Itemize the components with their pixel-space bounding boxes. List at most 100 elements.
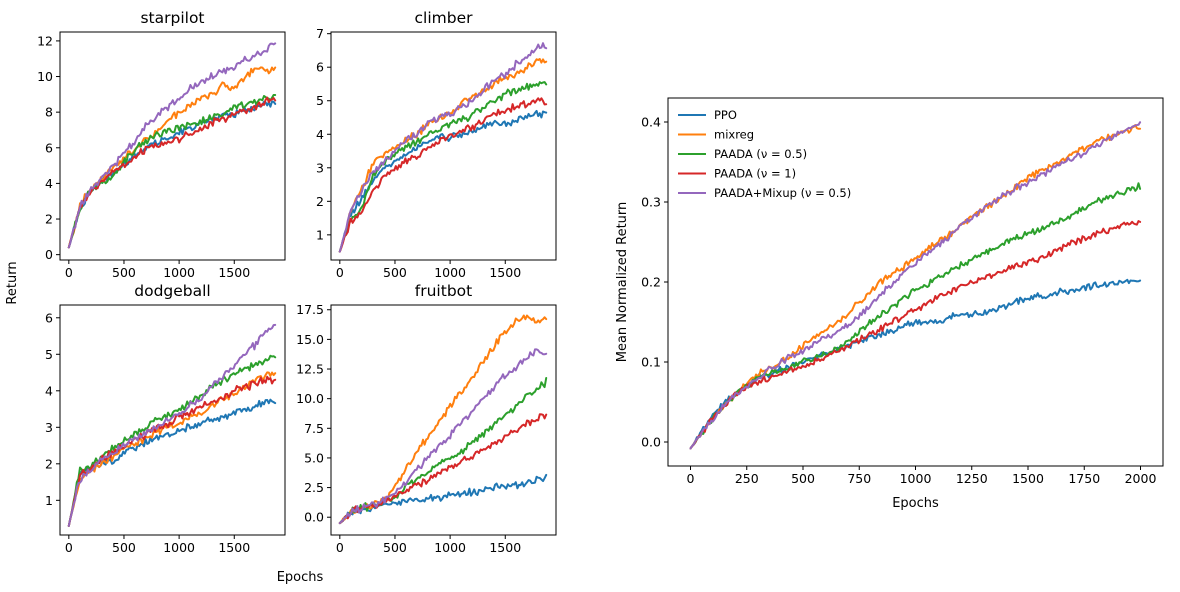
x-tick-label: 2000 <box>1125 471 1157 486</box>
y-tick-label: 5 <box>316 93 324 108</box>
y-tick-label: 3 <box>316 160 324 175</box>
legend-label: PPO <box>714 108 737 122</box>
y-tick-label: 7 <box>316 26 324 41</box>
x-tick-label: 250 <box>735 471 759 486</box>
series-line-paada_mixup <box>67 323 277 527</box>
x-tick-label: 1500 <box>1012 471 1044 486</box>
y-tick-label: 0.3 <box>641 195 661 210</box>
series-line-ppo <box>338 473 548 525</box>
series-line-paada_mixup <box>338 348 548 525</box>
series-line-paada_1 <box>338 97 548 253</box>
chart-title: climber <box>415 9 474 27</box>
y-tick-label: 4 <box>316 127 324 142</box>
shared-xlabel-epochs: Epochs <box>277 570 324 585</box>
x-tick-label: 1000 <box>163 265 195 280</box>
x-tick-label: 500 <box>383 265 407 280</box>
series-line-ppo <box>67 100 277 249</box>
legend: PPO mixreg PAADA (ν = 0.5) PAADA (ν = 1) PAA… <box>678 108 851 200</box>
y-tick-label: 10 <box>37 69 53 84</box>
y-tick-label: 4 <box>45 383 53 398</box>
y-tick-label: 0.0 <box>641 435 661 450</box>
legend-label: PAADA (ν = 1) <box>714 167 796 181</box>
chart-climber: 0 500 1000 1500 1 2 3 4 5 6 7 climber <box>316 9 557 280</box>
series-line-mixreg <box>338 58 548 253</box>
y-tick-label: 8 <box>45 105 53 120</box>
y-tick-label: 7.5 <box>304 421 324 436</box>
axes-frame <box>59 304 286 536</box>
series-line-paada_05 <box>338 377 548 525</box>
series-line-paada_1 <box>338 413 548 525</box>
y-tick-label: 10.0 <box>296 391 324 406</box>
x-tick-label: 1750 <box>1068 471 1100 486</box>
y-tick-label: 12.5 <box>296 362 324 377</box>
y-tick-label: 2 <box>45 212 53 227</box>
x-tick-label: 0 <box>336 540 344 555</box>
y-tick-label: 12 <box>37 33 53 48</box>
y-tick-label: 2.5 <box>304 480 324 495</box>
x-tick-label: 500 <box>112 265 136 280</box>
y-tick-label: 0 <box>45 247 53 262</box>
y-tick-label: 0.1 <box>641 355 661 370</box>
y-tick-label: 2 <box>316 194 324 209</box>
chart-title: dodgeball <box>134 282 211 300</box>
x-tick-label: 1250 <box>956 471 988 486</box>
x-tick-label: 500 <box>791 471 815 486</box>
series-line-ppo <box>689 278 1142 450</box>
x-tick-label: 1000 <box>434 265 466 280</box>
axes-frame <box>59 31 286 261</box>
legend-label: mixreg <box>714 128 754 142</box>
y-tick-label: 5 <box>45 347 53 362</box>
series-group <box>67 323 277 527</box>
y-tick-label: 4 <box>45 176 53 191</box>
y-tick-label: 0.4 <box>641 115 661 130</box>
series-group <box>338 314 548 525</box>
y-tick-label: 6 <box>316 60 324 75</box>
y-tick-label: 6 <box>45 140 53 155</box>
chart-fruitbot: 0 500 1000 1500 0.0 2.5 5.0 7.5 10.0 12.5 15.0 17.5… <box>296 282 557 555</box>
y-tick-label: 0.2 <box>641 275 661 290</box>
chart-starpilot: 0 500 1000 1500 0 2 4 6 8 10 12 starpilot <box>37 9 286 280</box>
series-line-mixreg <box>67 66 277 249</box>
x-axis-label: Epochs <box>892 496 939 511</box>
series-line-paada_1 <box>67 375 277 527</box>
chart-title: fruitbot <box>415 282 472 300</box>
x-tick-label: 1000 <box>900 471 932 486</box>
series-line-mixreg <box>67 371 277 527</box>
y-tick-label: 3 <box>45 420 53 435</box>
series-group <box>689 121 1142 450</box>
series-line-paada_05 <box>338 81 548 253</box>
series-group <box>67 42 277 249</box>
legend-label: PAADA+Mixup (ν = 0.5) <box>714 186 851 200</box>
chart-mean-normalized-return: 0 250 500 750 1000 1250 1500 1750 2000 0.0 0.1 0.2 0… <box>615 97 1164 511</box>
series-line-paada_mixup <box>67 42 277 249</box>
series-line-ppo <box>338 109 548 253</box>
y-tick-label: 1 <box>316 227 324 242</box>
legend-label: PAADA (ν = 0.5) <box>714 147 807 161</box>
x-tick-label: 0 <box>65 265 73 280</box>
x-tick-label: 500 <box>112 540 136 555</box>
x-tick-label: 1500 <box>218 540 250 555</box>
series-line-mixreg <box>338 314 548 525</box>
series-group <box>338 42 548 253</box>
series-line-paada_05 <box>67 354 277 527</box>
series-line-paada_05 <box>689 182 1142 450</box>
x-tick-label: 0 <box>336 265 344 280</box>
y-tick-label: 5.0 <box>304 450 324 465</box>
chart-dodgeball: 0 500 1000 1500 1 2 3 4 5 6 dodgeball <box>45 282 286 555</box>
y-tick-label: 0.0 <box>304 510 324 525</box>
y-tick-label: 6 <box>45 310 53 325</box>
series-line-paada_1 <box>67 96 277 249</box>
y-tick-label: 2 <box>45 456 53 471</box>
axes-frame <box>330 304 557 536</box>
y-tick-label: 15.0 <box>296 332 324 347</box>
series-line-paada_1 <box>689 220 1142 450</box>
x-tick-label: 1500 <box>489 265 521 280</box>
x-tick-label: 0 <box>687 471 695 486</box>
x-tick-label: 1000 <box>434 540 466 555</box>
series-line-paada_mixup <box>689 121 1142 450</box>
x-tick-label: 1500 <box>218 265 250 280</box>
chart-title: starpilot <box>140 9 204 27</box>
x-tick-label: 500 <box>383 540 407 555</box>
